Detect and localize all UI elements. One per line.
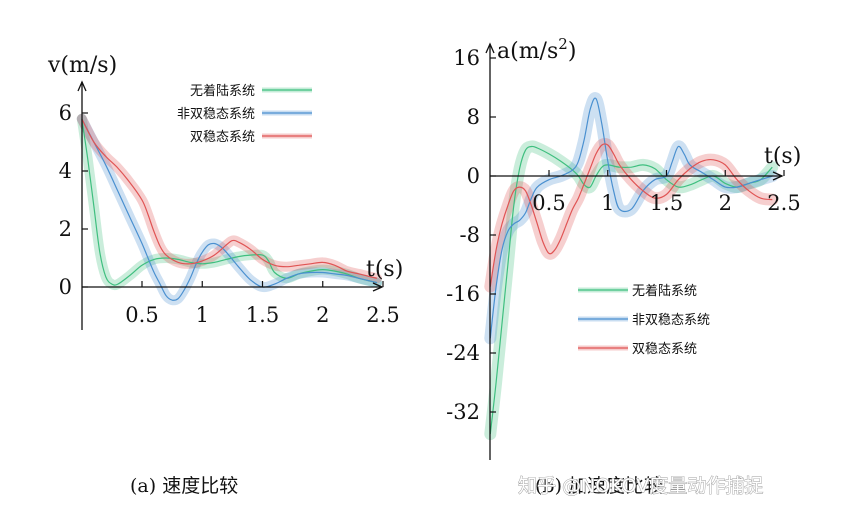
acceleration-y-label: a(m/s2) xyxy=(497,35,576,64)
velocity-x-tick-label: 0.5 xyxy=(125,303,158,327)
velocity-line-1 xyxy=(81,118,378,301)
acceleration-x-tick-label: 2 xyxy=(719,191,732,215)
velocity-panel: 0.5 1 1.5 2 2.5 0 2 4 6 v(m/s) t(s) 无着陆系统非双稳态系统双… xyxy=(47,53,403,497)
velocity-y-tick-label: 4 xyxy=(59,159,72,183)
acceleration-y-tick-label: -24 xyxy=(446,341,480,365)
acceleration-x-tick-label: 1 xyxy=(601,191,614,215)
velocity-x-tick-label: 1 xyxy=(196,303,209,327)
acceleration-x-tick-label: 1.5 xyxy=(650,191,683,215)
acceleration-legend-label: 无着陆系统 xyxy=(632,283,697,299)
velocity-line-2 xyxy=(81,118,378,279)
velocity-lines xyxy=(81,118,378,301)
acceleration-y-tick-label: -16 xyxy=(446,282,480,306)
acceleration-y-label-end: ) xyxy=(568,39,577,64)
acceleration-axes xyxy=(485,42,784,460)
acceleration-y-tick-label: 16 xyxy=(453,46,480,70)
velocity-caption: (a) 速度比较 xyxy=(130,475,238,497)
velocity-x-tick-label: 2.5 xyxy=(366,303,399,327)
acceleration-y-label-sup: 2 xyxy=(558,35,568,53)
acceleration-y-tick-label: 0 xyxy=(467,164,480,188)
acceleration-y-tick-label: -8 xyxy=(460,223,480,247)
acceleration-caption: (b) 加速度比较 xyxy=(535,475,663,497)
watermark: 知乎 @NOKOV度量动作捕捉 xyxy=(518,475,763,497)
velocity-legend-label: 非双稳态系统 xyxy=(177,106,255,122)
velocity-line-0 xyxy=(81,118,378,286)
velocity-ticks: 0.5 1 1.5 2 2.5 0 2 4 6 xyxy=(59,101,400,327)
velocity-y-tick-label: 0 xyxy=(59,275,72,299)
acceleration-line-2 xyxy=(489,143,773,287)
acceleration-x-tick-label: 0.5 xyxy=(532,191,565,215)
acceleration-y-tick-label: 8 xyxy=(467,105,480,129)
acceleration-x-tick-label: 2.5 xyxy=(767,191,800,215)
velocity-y-arrow xyxy=(77,80,87,92)
velocity-x-arrow xyxy=(372,282,384,292)
acceleration-legend-label: 双稳态系统 xyxy=(632,341,697,357)
acceleration-ticks: 0.5 1 1.5 2 2.5 16 8 0 -8 -16 -24 -32 xyxy=(446,46,801,424)
velocity-y-tick-label: 2 xyxy=(59,217,72,241)
acceleration-bands xyxy=(484,92,779,441)
velocity-legend-label: 双稳态系统 xyxy=(190,129,255,145)
velocity-x-tick-label: 2 xyxy=(316,303,329,327)
velocity-x-label: t(s) xyxy=(366,257,403,282)
velocity-y-tick-label: 6 xyxy=(59,101,72,125)
acceleration-x-arrow xyxy=(772,171,784,181)
acceleration-x-label: t(s) xyxy=(764,144,801,169)
acceleration-legend-label: 非双稳态系统 xyxy=(632,312,710,328)
velocity-y-label: v(m/s) xyxy=(47,53,117,78)
velocity-legend-label: 无着陆系统 xyxy=(190,83,255,99)
acceleration-y-tick-label: -32 xyxy=(446,400,480,424)
velocity-axes xyxy=(77,80,384,330)
acceleration-line-1 xyxy=(489,97,773,339)
velocity-x-tick-label: 1.5 xyxy=(246,303,279,327)
acceleration-y-label-base: a(m/s xyxy=(497,39,558,64)
acceleration-y-arrow xyxy=(485,42,495,54)
